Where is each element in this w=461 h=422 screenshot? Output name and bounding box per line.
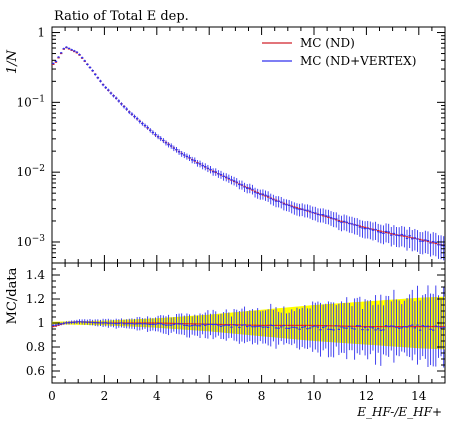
x-tick-label: 0 [48, 389, 56, 403]
main-y-tick-label: 10−2 [16, 164, 45, 179]
x-tick-label: 8 [258, 389, 266, 403]
ratio-y-tick-label: 1 [37, 316, 45, 330]
ratio-y-tick-label: 0.8 [26, 340, 45, 354]
main-y-tick-label: 10−1 [16, 94, 45, 109]
x-axis-label: E_HF-/E_HF+ [356, 405, 442, 419]
main-y-axis-label: 1/N [5, 49, 20, 74]
chart-title: Ratio of Total E dep. [54, 9, 189, 24]
x-tick-label: 4 [153, 389, 161, 403]
ratio-y-axis-label: MC/data [5, 267, 20, 324]
ratio-y-tick-label: 0.6 [26, 364, 45, 378]
x-tick-label: 2 [101, 389, 109, 403]
ratio-y-tick-label: 1.2 [26, 292, 45, 306]
main-y-tick-label: 1 [37, 26, 45, 40]
legend-label-mc-nd-vertex: MC (ND+VERTEX) [300, 54, 416, 68]
x-tick-label: 12 [359, 389, 374, 403]
ratio-y-tick-label: 1.4 [26, 268, 45, 282]
main-y-tick-label: 10−3 [16, 234, 45, 249]
x-tick-label: 10 [306, 389, 321, 403]
legend: MC (ND) MC (ND+VERTEX) [262, 36, 416, 68]
legend-label-mc-nd: MC (ND) [300, 36, 355, 50]
x-tick-label: 14 [411, 389, 427, 403]
x-tick-label: 6 [205, 389, 213, 403]
